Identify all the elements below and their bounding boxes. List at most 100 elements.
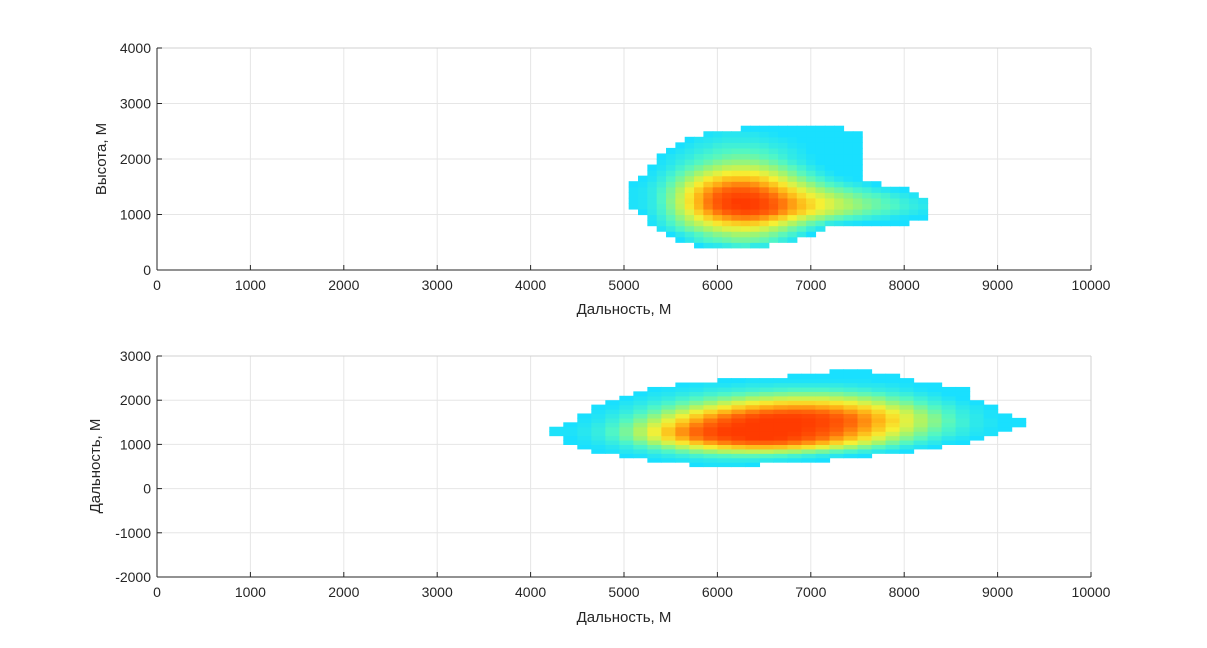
top-heatmap-cell [834,170,845,177]
bottom-heatmap-cell [829,422,845,428]
top-heatmap-cell [852,203,863,210]
top-heatmap-cell [768,214,779,221]
top-heatmap-cell [778,181,789,188]
bottom-heatmap-cell [675,404,690,410]
bottom-heatmap-cell [787,391,803,397]
bottom-heatmap-cell [759,413,775,419]
top-heatmap-cell [722,197,733,204]
bottom-heatmap-cell [871,373,887,379]
bottom-heatmap-cell [983,426,999,432]
top-heatmap-cell [843,170,854,177]
bottom-heatmap-cell [955,391,971,397]
top-heatmap-cell [712,136,723,143]
bottom-heatmap-cell [773,395,789,401]
bottom-heatmap-cell [913,382,929,388]
bottom-heatmap-cell [731,444,747,450]
bottom-heatmap-cell [717,453,733,459]
top-heatmap-cell [656,181,667,188]
top-heatmap-cell [684,170,695,177]
top-heatmap-cell [815,125,826,132]
bottom-y-tick-label: 1000 [120,436,151,452]
bottom-heatmap-cell [633,413,648,419]
top-heatmap-cell [740,208,751,216]
top-heatmap-cell [694,220,704,227]
top-heatmap-cell [815,220,826,227]
bottom-heatmap-cell [829,382,845,388]
top-heatmap-cell [908,192,919,199]
bottom-heatmap-cell [871,400,887,406]
bottom-heatmap-cell [619,453,634,459]
top-heatmap-cell [824,153,835,160]
top-x-tick-label: 7000 [795,277,826,293]
top-heatmap-cell [647,197,658,204]
top-heatmap-cell [778,186,789,193]
top-heatmap-cell [703,225,714,232]
top-heatmap-cell [647,203,658,210]
top-heatmap-cell [694,142,704,149]
bottom-heatmap-cell [871,448,887,454]
bottom-heatmap-cell [969,431,985,437]
top-heatmap-cell [684,175,695,182]
bottom-heatmap-cell [773,448,789,454]
bottom-heatmap-cell [927,426,943,432]
top-heatmap-cell [666,203,676,210]
top-heatmap-cell [843,220,854,227]
bottom-heatmap-cell [927,439,943,445]
bottom-heatmap-cell [563,422,578,428]
top-heatmap-cell [740,242,751,249]
top-heatmap-cell [778,136,789,143]
bottom-heatmap-cell [857,431,873,437]
bottom-heatmap-cell [759,391,775,397]
bottom-heatmap-cell [591,448,606,454]
bottom-heatmap-cell [731,422,747,428]
top-heatmap-cell [806,142,817,149]
bottom-heatmap-cell [801,435,817,441]
bottom-heatmap-cell [703,382,718,388]
top-x-tick-label: 1000 [235,277,266,293]
top-heatmap-cell [899,186,910,193]
top-heatmap-cell [740,186,751,193]
bottom-heatmap-cell [983,413,999,419]
top-heatmap-cell [703,208,714,216]
bottom-heatmap-cell [815,448,831,454]
top-heatmap-cell [759,131,770,138]
bottom-heatmap-cell [577,413,592,419]
bottom-heatmap-cell [899,386,915,392]
top-heatmap-cell [890,197,901,204]
top-heatmap-cell [815,164,826,171]
bottom-heatmap-cell [815,386,831,392]
bottom-heatmap-cell [689,386,704,392]
bottom-heatmap-cell [745,462,761,468]
bottom-heatmap-cell [801,373,817,379]
bottom-heatmap-cell [633,453,648,459]
top-heatmap-cell [768,225,779,232]
top-heatmap-cell [796,181,807,188]
bottom-heatmap-cell [801,453,817,459]
bottom-heatmap-cell [675,386,690,392]
top-heatmap-cell [899,214,910,221]
bottom-heatmap-cell [955,426,971,432]
bottom-heatmap-cell [759,453,775,459]
top-heatmap-cell [675,147,686,155]
top-heatmap-cell [712,164,723,171]
top-heatmap-cell [815,197,826,204]
top-heatmap-cell [796,164,807,171]
top-heatmap-cell [731,175,742,182]
top-heatmap-cell [871,203,882,210]
top-heatmap-cell [880,220,891,227]
top-heatmap-cell [843,153,854,160]
top-heatmap-cell [834,203,845,210]
bottom-heatmap-cell [591,417,606,423]
bottom-heatmap-cell [843,413,859,419]
bottom-heatmap-cell [633,409,648,415]
bottom-heatmap-cell [759,448,775,454]
top-heatmap-cell [694,208,704,216]
bottom-heatmap-cell [815,444,831,450]
bottom-heatmap-cell [913,435,929,441]
top-heatmap-cell [750,197,761,204]
top-heatmap-cell [750,242,761,249]
top-heatmap-cell [750,192,761,199]
top-heatmap-cell [750,170,761,177]
bottom-heatmap-cell [843,391,859,397]
top-heatmap-cell [843,142,854,149]
